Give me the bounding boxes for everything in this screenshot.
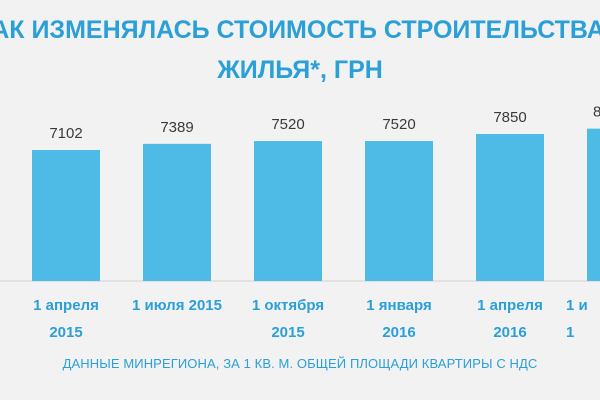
x-tick-label: 1 октября (252, 297, 324, 314)
x-tick-label: 1 (566, 324, 574, 341)
bar (254, 141, 322, 281)
x-tick-label: 2016 (493, 324, 526, 341)
x-tick-label: 1 апреля (33, 297, 99, 314)
bar (476, 134, 544, 281)
bar-value-label: 8 (593, 104, 600, 121)
x-tick-label: 2015 (49, 324, 82, 341)
x-tick-label: 1 и (566, 297, 588, 314)
bar (32, 150, 100, 281)
x-tick-label: 1 июля 2015 (132, 297, 222, 314)
chart-title-line2: ЖИЛЬЯ*, ГРН (217, 56, 383, 84)
bar-value-label: 7389 (160, 119, 193, 136)
bar (587, 128, 600, 281)
bar (143, 143, 211, 281)
x-tick-label: 1 января (366, 297, 431, 314)
bar (365, 141, 433, 281)
x-tick-label: 1 апреля (477, 297, 543, 314)
bar-value-label: 7520 (382, 116, 415, 133)
bar-value-label: 7850 (493, 109, 526, 126)
chart-title-line1: АК ИЗМЕНЯЛАСЬ СТОИМОСТЬ СТРОИТЕЛЬСТВА (0, 16, 600, 44)
bar-value-label: 7520 (271, 116, 304, 133)
x-tick-label: 2015 (271, 324, 304, 341)
chart-footnote: ДАННЫЕ МИНРЕГИОНА, ЗА 1 КВ. М. ОБЩЕЙ ПЛО… (62, 356, 538, 371)
bar-value-label: 7102 (49, 125, 82, 142)
x-tick-label: 2016 (382, 324, 415, 341)
